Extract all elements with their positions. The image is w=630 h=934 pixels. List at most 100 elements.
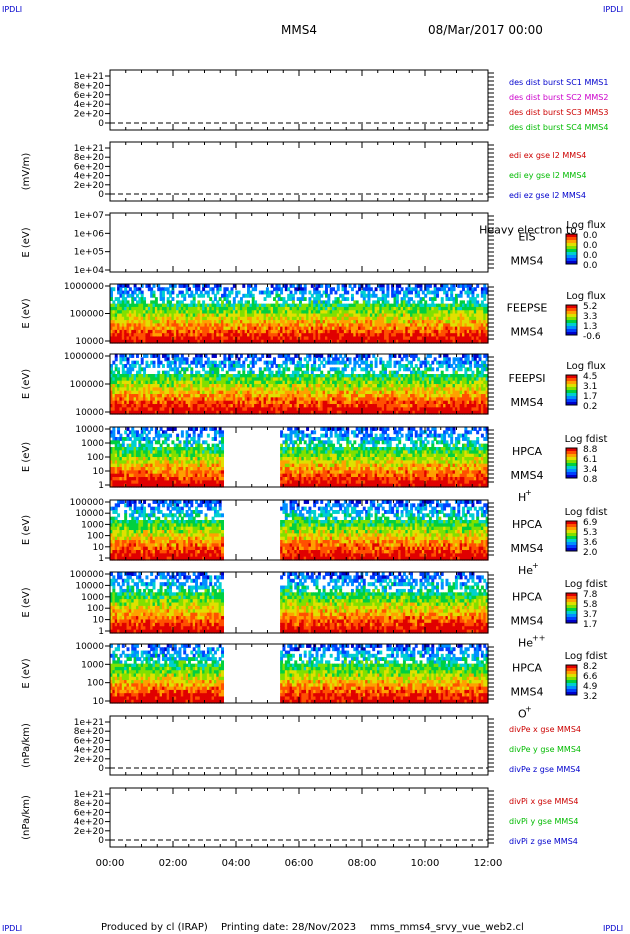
panel-feeps-i-cell [135,354,139,358]
panel-feeps-e-cell [480,329,484,334]
panel-feeps-e-cell [121,300,125,305]
panel-feeps-e-cell [398,336,402,341]
panel-feeps-e-cell [431,333,435,338]
panel-feeps-e-cell [183,313,187,318]
panel-feeps-e-cell [367,300,371,305]
panel-feeps-e-cell [424,336,428,341]
panel-feeps-e-cell [211,339,215,344]
panel-feeps-e-cell [126,306,130,311]
panel-feeps-e-cell [197,306,201,311]
panel-feeps-e-cell [431,306,435,311]
panel-feeps-e-cell [128,326,132,331]
panel-feeps-e-cell [157,339,161,344]
panel-feeps-e-cell [391,290,395,295]
panel-feeps-e-cell [204,290,208,295]
panel-feeps-e-cell [303,306,307,311]
panel-feeps-e-cell [376,316,380,321]
panel-feeps-e-cell [412,310,416,315]
panel-feeps-e-cell [183,333,187,338]
panel-feeps-e-cell [386,306,390,311]
panel-feeps-e-cell [447,329,451,334]
panel-feeps-e-cell [464,333,468,338]
panel-feeps-e-cell [313,303,317,308]
panel-feeps-e-cell [431,339,435,344]
panel-feeps-e-cell [114,333,118,338]
panel-feeps-e-cell [119,333,123,338]
panel-feeps-e-cell [407,320,411,324]
panel-eis-cbar-swatch [566,253,577,255]
panel-feeps-e-cell [178,329,182,334]
panel-feeps-e-cell [452,320,456,324]
panel-feeps-e-cell [140,320,144,324]
panel-feeps-e-cell [384,339,388,344]
panel-feeps-e-cell [315,323,319,328]
panel-feeps-e-cell [301,290,305,295]
panel-feeps-e-cell [275,303,279,308]
panel-feeps-e-cell [154,300,158,305]
panel-feeps-e-cell [343,316,347,321]
panel-feeps-e-cell [362,323,366,328]
panel-feeps-e-cell [117,313,121,318]
panel-feeps-e-cell [348,320,352,324]
panel-feeps-e-cell [192,284,196,288]
panel-feeps-e-cell [225,339,229,344]
panel-feeps-e-cell [410,313,413,318]
panel-feeps-e-cell [110,326,113,331]
panel-feeps-e-cell [133,297,137,301]
panel-feeps-e-cell [159,339,163,344]
panel-feeps-e-cell [244,333,248,338]
panel-feeps-e-cell [473,313,477,318]
panel-feeps-e-cell [296,326,300,331]
panel-feeps-i-cell [110,394,113,398]
panel-feeps-e-cell [414,310,418,315]
panel-feeps-e-cell [466,290,470,295]
panel-feeps-e-cell [457,339,461,344]
panel-feeps-e-cell [341,284,345,288]
panel-feeps-e-cell [223,339,227,344]
panel-feeps-e-cell [192,329,196,334]
panel-feeps-e-cell [407,306,411,311]
panel-feeps-e-cell [183,303,187,308]
panel-feeps-e-cell [376,329,380,334]
panel-feeps-e-cell [119,290,123,295]
panel-feeps-e-cell [462,316,465,321]
panel-feeps-e-cell [268,329,272,334]
panel-feeps-i-cell [114,384,118,388]
panel-feeps-e-cell [147,313,151,318]
panel-feeps-e-cell [346,333,350,338]
panel-feeps-e-cell [379,303,383,308]
panel-feeps-e-cell [249,293,253,298]
panel-feeps-e-cell [166,287,170,292]
panel-feeps-e-cell [237,326,241,331]
panel-feeps-e-cell [273,297,276,301]
panel-feeps-e-cell [251,297,255,301]
panel-feeps-e-cell [138,339,142,344]
panel-feeps-e-cell [244,326,248,331]
panel-feeps-e-cell [294,287,298,292]
panel-feeps-e-cell [471,306,475,311]
panel-feeps-e-cbar-swatch [566,323,577,325]
panel-feeps-e-cell [398,306,402,311]
panel-feeps-e-cell [147,333,151,338]
panel-feeps-e-cell [332,336,336,341]
panel-feeps-e-cell [360,329,364,334]
panel-feeps-e-cell [176,310,180,315]
panel-feeps-i-cell [121,367,125,372]
panel-feeps-e-cell [433,287,437,292]
panel-feeps-e-cell [412,329,416,334]
panel-feeps-e-cell [204,316,208,321]
panel-feeps-e-cell [114,329,118,334]
panel-feeps-e-cell [384,303,388,308]
panel-feeps-e-cell [171,316,175,321]
panel-feeps-e-cell [178,284,182,288]
panel-feeps-e-cell [414,303,418,308]
panel-feeps-e-cell [287,333,291,338]
panel-feeps-e-cell [417,329,421,334]
panel-feeps-e-cell [202,333,206,338]
panel-feeps-e-cell [216,313,220,318]
panel-feeps-e-cell [270,313,274,318]
panel-feeps-e-cell [147,320,151,324]
panel-feeps-e-cell [230,316,234,321]
panel-feeps-e-cell [447,287,451,292]
panel-feeps-e-cell [360,310,364,315]
